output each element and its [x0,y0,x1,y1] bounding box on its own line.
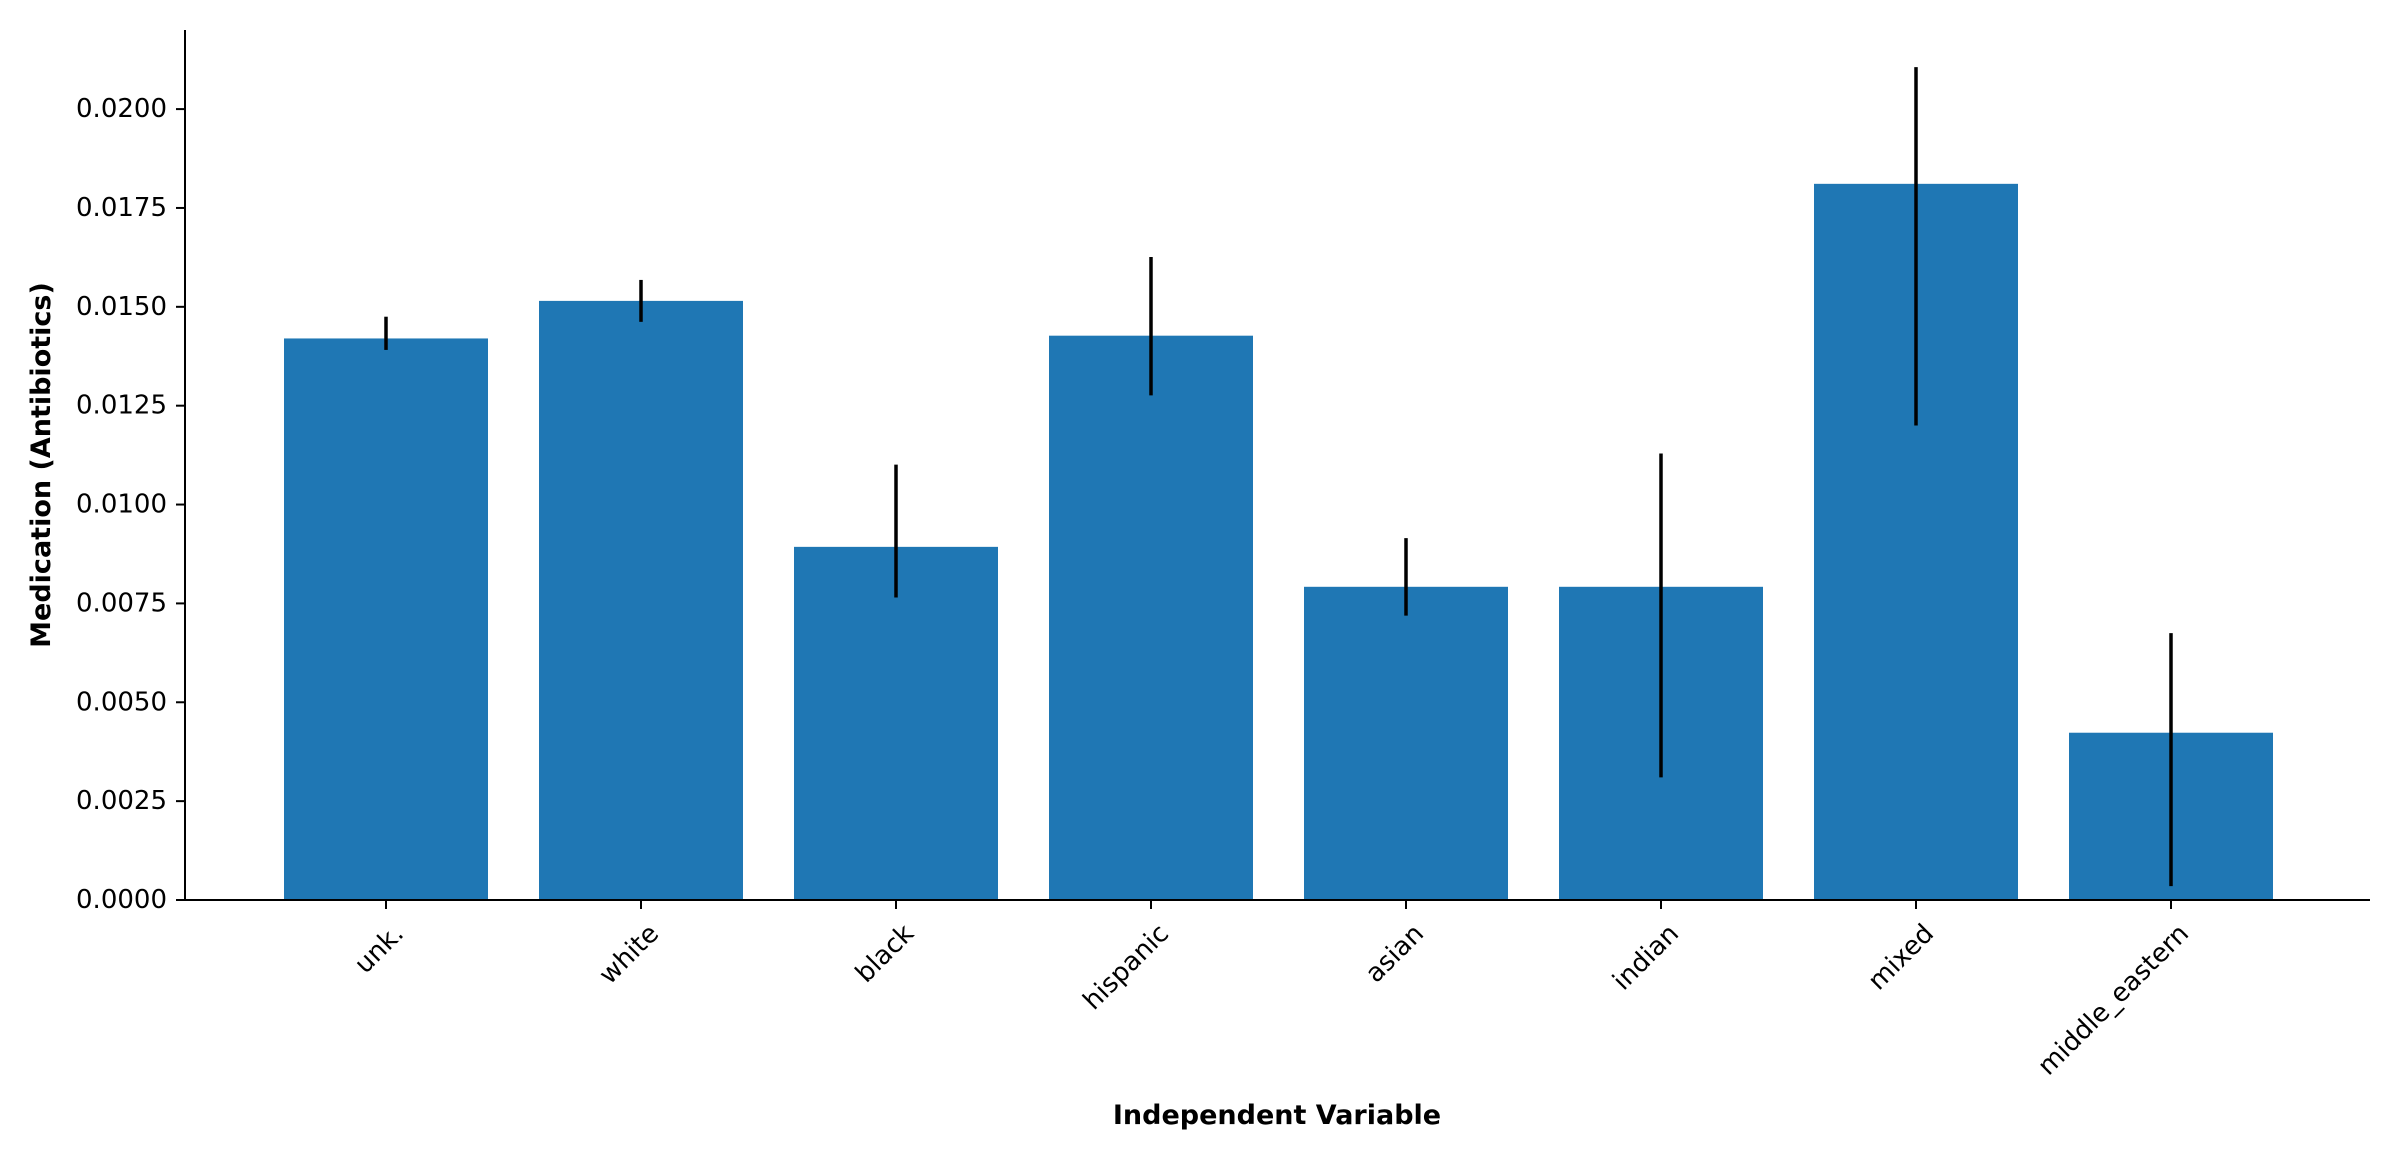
x-axis: unk. white black hispanic asian indian mixed mi… [185,899,2370,1082]
y-axis: 0.0000 0.0025 0.0050 0.0075 0.0100 0.0125 0.01… [76,30,186,915]
bars-group [284,183,2273,901]
y-tick-label: 0.0000 [76,885,167,915]
y-axis-label: Medication (Antibiotics) [26,282,57,648]
x-tick-label-middle_eastern: middle_eastern [2032,919,2195,1082]
y-tick-label: 0.0100 [76,490,167,520]
x-tick-label-indian: indian [1607,919,1685,997]
x-axis-label: Independent Variable [1113,1100,1441,1131]
y-tick-label: 0.0150 [76,292,167,322]
x-tick-label-asian: asian [1360,919,1430,989]
error-bars-group [384,67,2173,887]
y-tick-label: 0.0025 [76,786,167,816]
y-tick-label: 0.0075 [76,588,167,618]
y-tick-label: 0.0175 [76,193,167,223]
bar-asian [1304,586,1508,900]
y-tick-label: 0.0125 [76,391,167,421]
bar-hispanic [1049,335,1253,900]
x-tick-label-hispanic: hispanic [1078,919,1175,1016]
x-tick-label-black: black [850,919,920,989]
x-tick-label-unk.: unk. [349,919,410,980]
bar-black [794,546,998,900]
y-tick-label: 0.0200 [76,94,167,124]
bar-unk. [284,338,488,900]
x-tick-label-mixed: mixed [1862,919,1940,997]
y-tick-label: 0.0050 [76,687,167,717]
bar-white [539,300,743,900]
x-tick-label-white: white [593,919,665,991]
